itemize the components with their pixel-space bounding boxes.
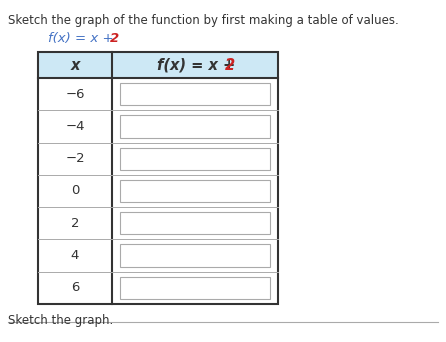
- Text: 2: 2: [71, 217, 79, 230]
- Text: 2: 2: [110, 32, 119, 45]
- Text: −4: −4: [65, 120, 85, 133]
- Bar: [120, 245, 270, 267]
- Bar: [120, 147, 270, 170]
- Bar: [38, 52, 278, 304]
- Text: 0: 0: [71, 184, 79, 197]
- Text: Sketch the graph.: Sketch the graph.: [8, 314, 113, 327]
- Bar: [120, 212, 270, 234]
- Text: 2: 2: [225, 57, 235, 73]
- Text: f(x) = x +: f(x) = x +: [157, 57, 240, 73]
- Bar: [120, 277, 270, 299]
- Text: −2: −2: [65, 152, 85, 165]
- Bar: [120, 180, 270, 202]
- Bar: [120, 115, 270, 137]
- Text: 4: 4: [71, 249, 79, 262]
- Text: f(x) = x +: f(x) = x +: [48, 32, 118, 45]
- Text: −6: −6: [65, 88, 85, 101]
- Text: x: x: [70, 57, 80, 73]
- Bar: [120, 83, 270, 105]
- Bar: [38, 52, 278, 78]
- Text: Sketch the graph of the function by first making a table of values.: Sketch the graph of the function by firs…: [8, 14, 399, 27]
- Text: 6: 6: [71, 281, 79, 294]
